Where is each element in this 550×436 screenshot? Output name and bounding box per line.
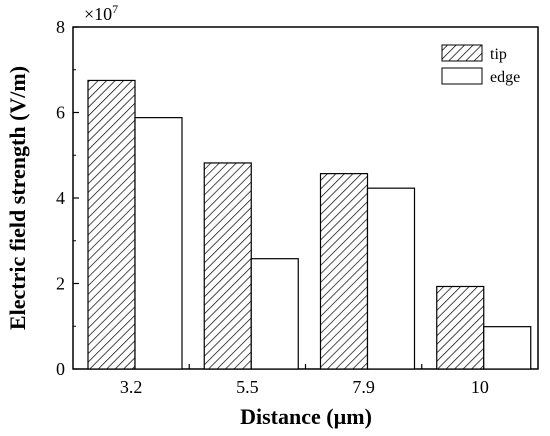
x-axis-title: Distance (µm) [240,404,372,429]
bar-tip-3.2 [87,79,136,370]
bar-edge-7.9 [366,187,416,370]
y-tick-label: 2 [56,274,65,294]
y-tick-label: 6 [56,103,65,123]
y-axis: 0 2 4 6 8 [56,17,79,379]
legend-label-tip: tip [490,46,507,63]
bars-group [87,79,532,370]
legend-label-edge: edge [490,69,520,86]
bar-edge-5.5 [250,258,299,370]
y-axis-title: Electric field strength (V/m) [5,66,30,330]
x-tick-label: 7.9 [352,377,375,397]
x-tick-label: 3.2 [120,377,143,397]
x-axis: 3.2 5.5 7.9 10 [120,364,489,397]
y-multiplier: ×107 [84,2,118,24]
bar-tip-7.9 [319,173,369,370]
y-tick-label: 0 [56,359,65,379]
bar-edge-10 [483,326,532,370]
bar-tip-5.5 [203,162,252,370]
bar-tip-10 [436,285,485,370]
bar-edge-3.2 [134,117,183,370]
legend-swatch-tip [441,44,483,62]
x-tick-label: 5.5 [236,377,259,397]
y-tick-label: 8 [56,17,65,37]
legend-swatch-edge [441,67,483,85]
y-tick-label: 4 [56,188,65,208]
legend: tip edge [441,44,520,86]
x-tick-label: 10 [471,377,489,397]
